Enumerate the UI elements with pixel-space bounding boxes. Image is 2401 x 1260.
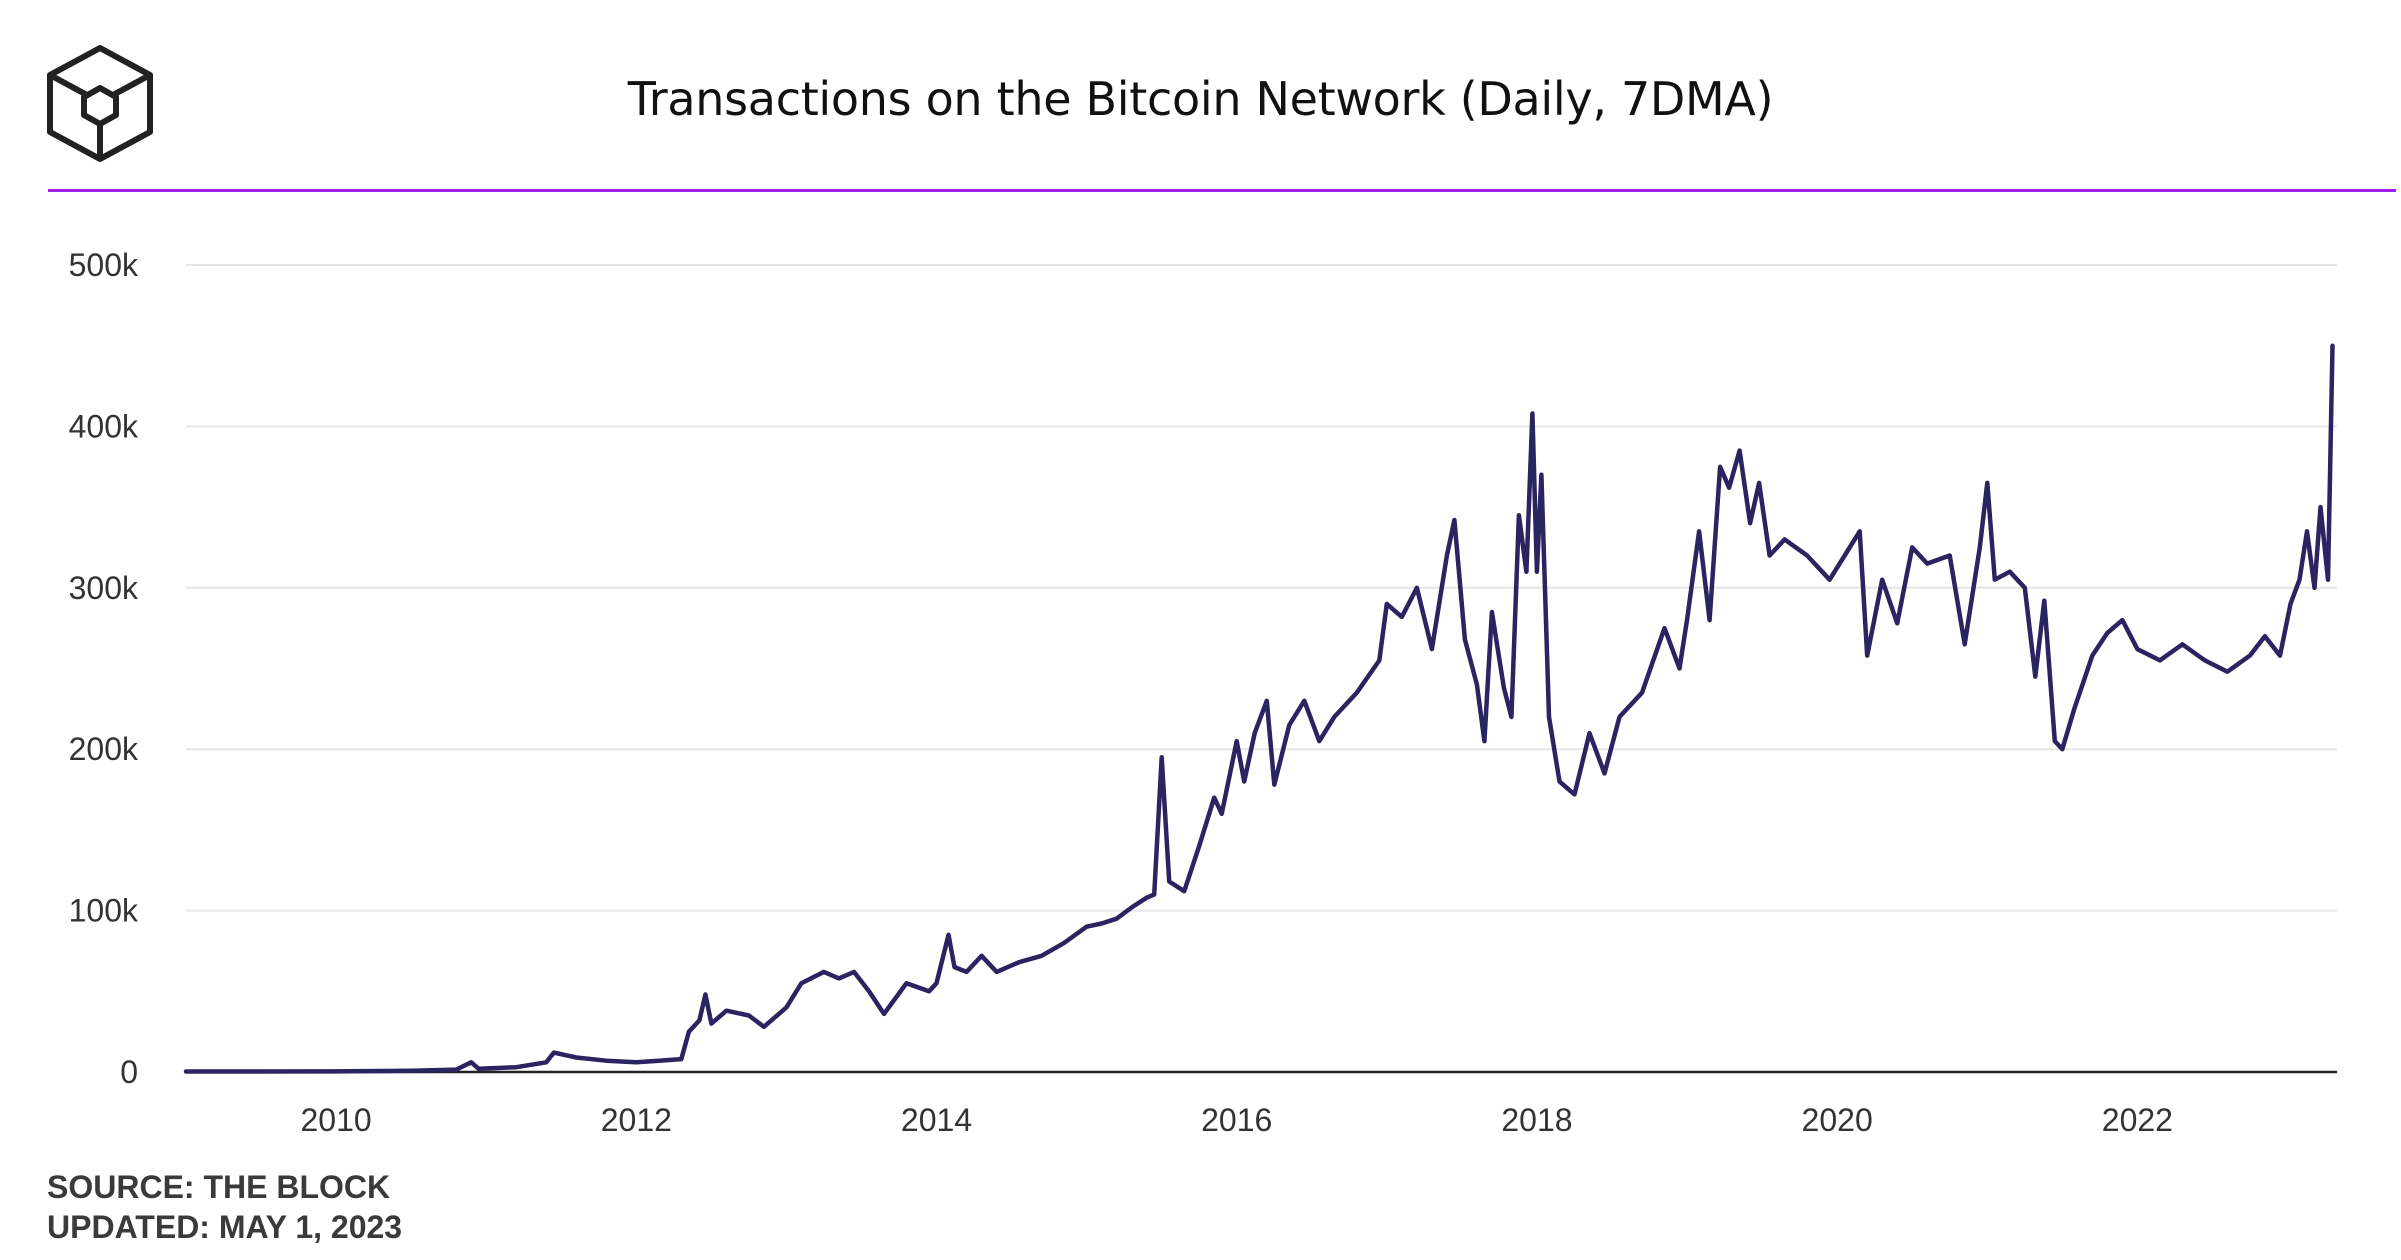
x-tick-label: 2012 (601, 1102, 672, 1138)
x-tick-label: 2016 (1201, 1102, 1272, 1138)
x-tick-label: 2014 (901, 1102, 972, 1138)
y-tick-label: 0 (120, 1054, 138, 1090)
x-axis-ticks: 2010 2012 2014 2016 2018 2020 2022 (301, 1102, 2173, 1138)
y-tick-label: 100k (69, 893, 139, 929)
title-divider (48, 189, 2396, 192)
x-tick-label: 2020 (1802, 1102, 1873, 1138)
updated-text: UPDATED: MAY 1, 2023 (47, 1209, 403, 1245)
source-text: SOURCE: THE BLOCK (47, 1169, 391, 1205)
y-tick-label: 300k (69, 570, 139, 606)
x-tick-label: 2018 (1501, 1102, 1572, 1138)
x-tick-label: 2022 (2102, 1102, 2173, 1138)
cube-icon (47, 45, 153, 162)
y-axis-ticks: 0 100k 200k 300k 400k 500k (69, 247, 139, 1090)
chart-title: Transactions on the Bitcoin Network (Dai… (627, 72, 1774, 126)
y-tick-label: 200k (69, 731, 139, 767)
series-line-transactions (183, 343, 2335, 1074)
source-note: SOURCE: THE BLOCK UPDATED: MAY 1, 2023 (47, 1167, 402, 1247)
y-tick-label: 500k (69, 247, 139, 283)
x-tick-label: 2010 (301, 1102, 372, 1138)
gridlines (186, 264, 2337, 912)
y-tick-label: 400k (69, 408, 139, 444)
